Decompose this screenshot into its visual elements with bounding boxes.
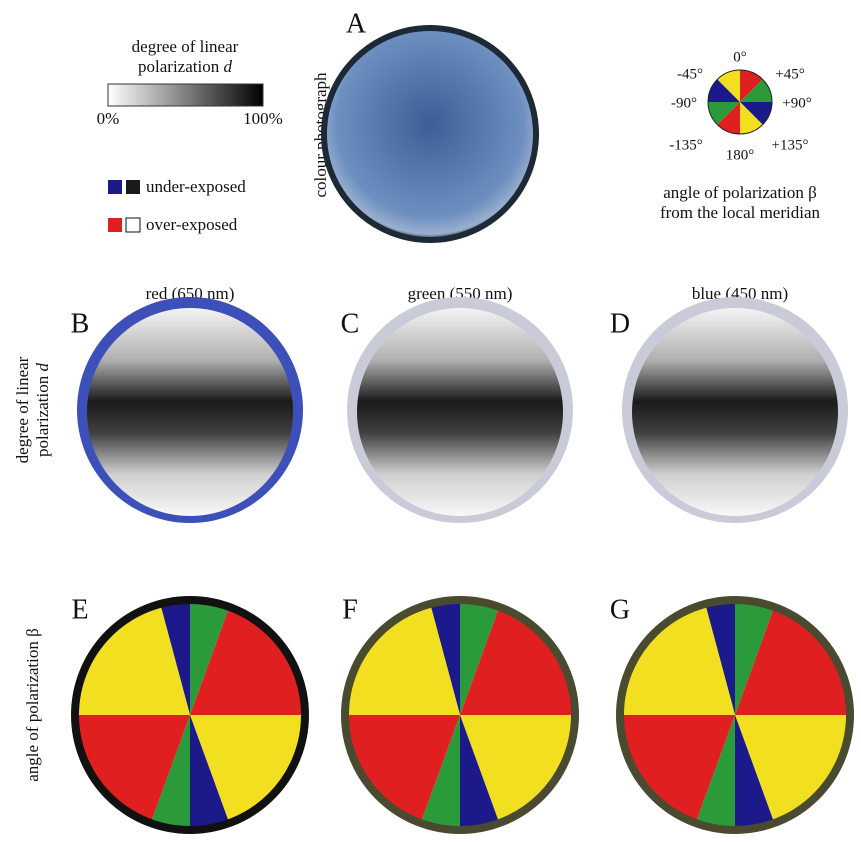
legend-title: polarization d bbox=[138, 57, 232, 76]
legend-gradient bbox=[108, 84, 263, 106]
panel-letter: A bbox=[346, 8, 367, 39]
legend-over: over-exposed bbox=[146, 215, 238, 234]
colour-photo bbox=[324, 28, 536, 240]
swatch bbox=[108, 180, 122, 194]
swatch bbox=[126, 180, 140, 194]
angle-label: +90° bbox=[782, 95, 811, 111]
legend-symbol: d bbox=[223, 57, 232, 76]
legend-under: under-exposed bbox=[146, 177, 246, 196]
angle-label: 0° bbox=[733, 49, 747, 65]
key-caption: from the local meridian bbox=[660, 203, 821, 222]
polarization-degree-map bbox=[357, 308, 563, 516]
swatch bbox=[126, 218, 140, 232]
angle-label: -45° bbox=[677, 66, 703, 82]
angle-label: +135° bbox=[772, 137, 809, 153]
angle-label: -135° bbox=[669, 137, 703, 153]
angle-map bbox=[78, 603, 302, 827]
panel-letter: D bbox=[610, 308, 630, 339]
swatch bbox=[108, 218, 122, 232]
angle-map bbox=[623, 603, 847, 827]
row-label: degree of linear bbox=[13, 356, 32, 463]
angle-label: -90° bbox=[671, 95, 697, 111]
legend-max: 100% bbox=[243, 109, 283, 128]
panel-letter: B bbox=[71, 308, 90, 339]
row-symbol: d bbox=[33, 363, 52, 372]
row-label: polarization d bbox=[33, 363, 52, 457]
polarization-degree-map bbox=[87, 308, 293, 516]
angle-label: 180° bbox=[726, 147, 755, 163]
row-label: angle of polarization β bbox=[23, 628, 42, 782]
figure: degree of linear polarization d 0% 100% … bbox=[0, 0, 861, 844]
angle-label: +45° bbox=[775, 66, 804, 82]
legend-title: polarization bbox=[138, 57, 220, 76]
legend-title: degree of linear bbox=[132, 37, 239, 56]
polarization-degree-map bbox=[632, 308, 838, 516]
key-caption: angle of polarization β bbox=[663, 183, 817, 202]
legend-min: 0% bbox=[97, 109, 120, 128]
angle-map bbox=[348, 603, 572, 827]
panels: B C D E F G bbox=[71, 297, 850, 830]
angle-key bbox=[708, 70, 772, 134]
panel-letter: G bbox=[610, 594, 630, 625]
row-label: polarization bbox=[33, 375, 52, 457]
panel-letter: F bbox=[342, 594, 358, 625]
panel-letter: C bbox=[341, 308, 360, 339]
panel-letter: E bbox=[71, 594, 88, 625]
